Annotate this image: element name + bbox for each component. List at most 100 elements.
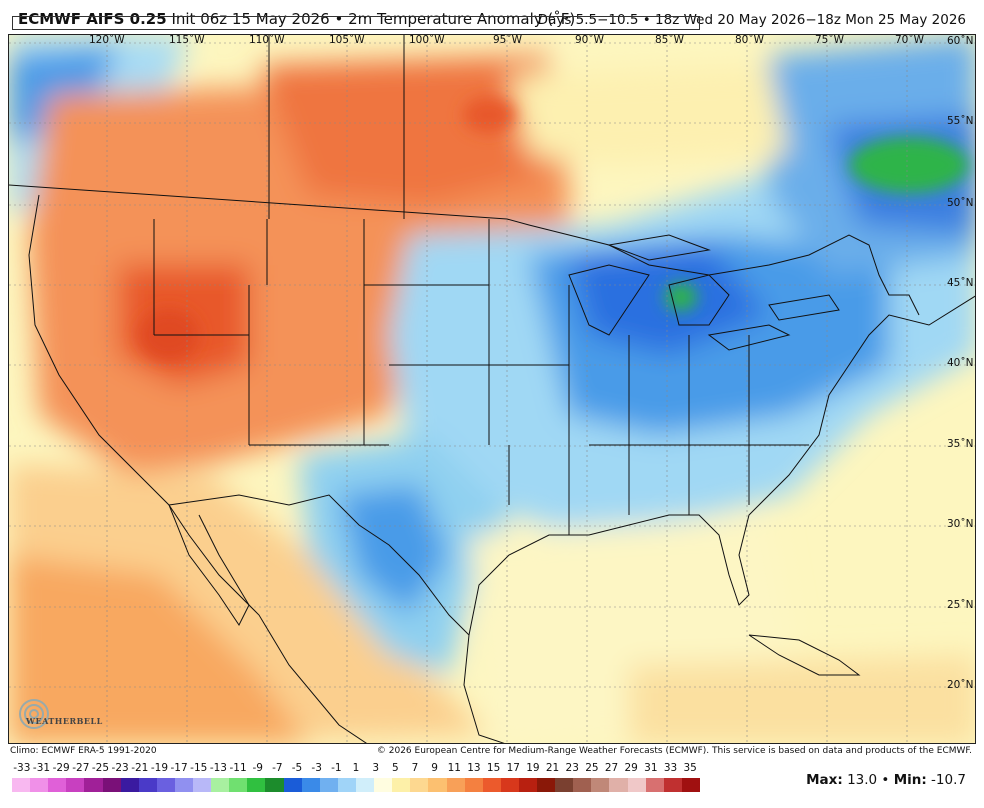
colorbar-label: -11 <box>229 762 247 774</box>
colorbar-border <box>12 16 700 30</box>
colorbar-label: -19 <box>150 762 168 774</box>
lon-label-70w: 70˚W <box>895 34 924 46</box>
colorbar-label: 9 <box>431 762 438 774</box>
lat-label-45n: 45˚N <box>947 277 974 289</box>
colorbar-swatch <box>518 778 538 792</box>
colorbar-label: -9 <box>252 762 263 774</box>
colorbar-swatch <box>193 778 212 792</box>
colorbar-swatch <box>156 778 176 792</box>
baja-coast <box>168 504 250 626</box>
colorbar-swatch <box>500 778 520 792</box>
colorbar-label: -33 <box>13 762 31 774</box>
colorbar-swatch <box>573 778 592 792</box>
colorbar-label: 7 <box>411 762 419 774</box>
colorbar-swatch <box>464 778 484 792</box>
lat-label-30n: 30˚N <box>947 518 974 530</box>
colorbar-label: -5 <box>291 762 303 774</box>
colorbar-swatch <box>337 778 357 792</box>
colorbar: -33 -31 -29 -27 -25 -23 -21 -19 -17 -15 -13 -11 -9 -7… <box>12 762 702 806</box>
colorbar-swatch <box>283 778 303 792</box>
state-lines <box>153 35 809 535</box>
warm-mexico-pacific <box>9 555 308 743</box>
colorbar-swatch <box>66 778 85 792</box>
map-panel: 120˚W 115˚W 110˚W 105˚W 100˚W 95˚W 90˚W … <box>8 34 976 744</box>
colorbar-swatch <box>30 778 49 792</box>
colorbar-swatch <box>138 778 158 792</box>
max-min-readout: Max: 13.0 • Min: -10.7 <box>806 772 966 788</box>
lake-erie <box>707 324 791 351</box>
colorbar-swatch <box>645 778 665 792</box>
colorbar-label: 15 <box>486 762 501 774</box>
lat-label-40n: 40˚N <box>947 357 974 369</box>
colorbar-label: -17 <box>170 762 188 774</box>
colorbar-label: -15 <box>190 762 208 774</box>
colorbar-swatch <box>102 778 122 792</box>
warm-core-dakota <box>463 97 515 133</box>
lat-label-55n: 55˚N <box>947 115 974 127</box>
colorbar-swatch <box>174 778 194 792</box>
max-value: 13.0 • <box>842 772 894 788</box>
colorbar-label: 13 <box>467 762 481 774</box>
lon-label-100w: 100˚W <box>409 34 445 46</box>
model-name: ECMWF AIFS 0.25 <box>18 10 167 28</box>
colorbar-swatch <box>265 778 285 792</box>
colorbar-label: -29 <box>52 762 70 774</box>
us-canada-border <box>9 184 920 316</box>
colorbar-swatch <box>482 778 502 792</box>
colorbar-swatch <box>663 778 683 792</box>
us-mexico-border <box>168 494 470 636</box>
colorbar-swatch <box>84 778 103 792</box>
colorbar-label: -1 <box>331 762 342 774</box>
colorbar-swatch <box>591 778 610 792</box>
lon-label-110w: 110˚W <box>249 34 285 46</box>
colorbar-label: 31 <box>644 762 658 774</box>
colorbar-label: -31 <box>32 762 51 774</box>
lon-label-85w: 85˚W <box>655 34 684 46</box>
colorbar-label: 33 <box>663 762 678 774</box>
max-label: Max: <box>806 772 843 788</box>
copyright-note: © 2026 European Centre for Medium-Range … <box>376 746 972 756</box>
colorbar-swatch <box>247 778 266 792</box>
warm-caribbean <box>629 655 975 743</box>
colorbar-swatch <box>410 778 429 792</box>
lon-label-80w: 80˚W <box>735 34 764 46</box>
init-text: Init 06z 15 May 2026 • 2m Temperature An… <box>166 10 576 28</box>
lon-label-120w: 120˚W <box>89 34 125 46</box>
colorbar-swatch <box>555 778 574 792</box>
colorbar-label: 19 <box>526 762 540 774</box>
weatherbell-logo-icon <box>19 699 50 729</box>
colorbar-label: 27 <box>604 762 619 774</box>
lon-label-105w: 105˚W <box>329 34 365 46</box>
green-anomaly-michigan <box>665 283 697 311</box>
colorbar-swatch <box>211 778 230 792</box>
colorbar-label: 3 <box>372 762 379 774</box>
lake-superior <box>607 234 711 261</box>
colorbar-swatch <box>374 778 393 792</box>
lon-label-90w: 90˚W <box>575 34 604 46</box>
colorbar-swatch <box>446 778 466 792</box>
colorbar-swatch <box>392 778 411 792</box>
lon-label-75w: 75˚W <box>815 34 844 46</box>
colorbar-swatch <box>319 778 339 792</box>
colorbar-label: 17 <box>506 762 520 774</box>
colorbar-swatch <box>301 778 321 792</box>
lat-label-60n: 60˚N <box>947 35 974 47</box>
colorbar-label: -21 <box>131 762 149 774</box>
map-title: ECMWF AIFS 0.25 Init 06z 15 May 2026 • 2… <box>18 10 575 28</box>
colorbar-label: -25 <box>91 762 110 774</box>
colorbar-swatch <box>48 778 67 792</box>
colorbar-swatch <box>12 778 31 792</box>
lake-michigan <box>568 264 650 336</box>
colorbar-swatch <box>229 778 248 792</box>
colorbar-label: 1 <box>352 762 360 774</box>
colorbar-label: -27 <box>72 762 90 774</box>
cuba <box>748 634 861 676</box>
climo-note: Climo: ECMWF ERA-5 1991-2020 <box>10 746 157 756</box>
colorbar-label: -3 <box>311 762 322 774</box>
colorbar-label: 35 <box>683 762 697 774</box>
colorbar-swatch <box>609 778 629 792</box>
colorbar-label: 25 <box>585 762 599 774</box>
colorbar-swatch <box>120 778 140 792</box>
colorbar-label: 21 <box>545 762 560 774</box>
neutral-north-band <box>509 65 789 165</box>
